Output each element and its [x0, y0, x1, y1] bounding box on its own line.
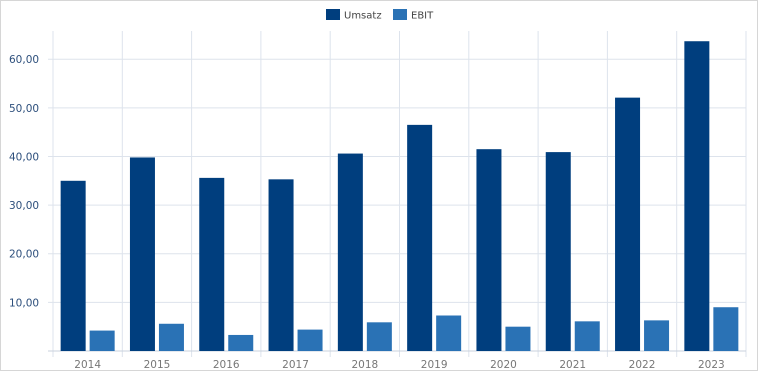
bars — [60, 41, 739, 352]
x-tick-label-2020: 2020 — [490, 359, 517, 371]
y-tick-label: 10,00 — [9, 297, 39, 309]
bar-umsatz-2022 — [615, 97, 641, 352]
bar-umsatz-2018 — [337, 153, 363, 351]
y-tick-label: 40,00 — [9, 151, 39, 163]
bar-umsatz-2020 — [476, 149, 502, 351]
bar-ebit-2015 — [158, 323, 184, 351]
bar-ebit-2021 — [574, 321, 600, 351]
x-tick-label-2014: 2014 — [74, 359, 101, 371]
bar-umsatz-2014 — [60, 180, 86, 351]
legend: Umsatz EBIT — [326, 9, 434, 22]
bar-umsatz-2017 — [268, 179, 294, 351]
y-axis-ticks: 10,00 20,00 30,00 40,00 50,00 60,00 — [9, 54, 39, 309]
x-tick-label-2016: 2016 — [213, 359, 240, 371]
bar-ebit-2019 — [436, 315, 462, 351]
bar-ebit-2022 — [644, 320, 670, 351]
bar-umsatz-2015 — [129, 157, 155, 351]
y-tick-label: 30,00 — [9, 200, 39, 212]
bar-umsatz-2023 — [684, 41, 710, 351]
x-axis-ticks: 2014 2015 2016 2017 2018 2019 2020 2021 2022 2023 — [74, 359, 724, 371]
x-tick-label-2017: 2017 — [282, 359, 309, 371]
bar-ebit-2023 — [713, 307, 739, 351]
bar-ebit-2020 — [505, 326, 531, 351]
y-tick-label: 50,00 — [9, 103, 39, 115]
y-tick-label: 20,00 — [9, 249, 39, 261]
bar-umsatz-2016 — [199, 177, 225, 351]
x-tick-label-2023: 2023 — [698, 359, 725, 371]
legend-swatch-ebit — [393, 9, 407, 20]
bar-umsatz-2019 — [407, 124, 433, 351]
x-tick-label-2021: 2021 — [559, 359, 586, 371]
x-tick-label-2022: 2022 — [629, 359, 656, 371]
x-tick-label-2018: 2018 — [351, 359, 378, 371]
bar-ebit-2017 — [297, 329, 323, 351]
legend-label-umsatz: Umsatz — [344, 11, 382, 22]
y-tick-label: 60,00 — [9, 54, 39, 66]
bar-umsatz-2021 — [545, 152, 571, 351]
bar-ebit-2014 — [89, 330, 115, 351]
legend-swatch-umsatz — [326, 9, 340, 20]
bar-ebit-2016 — [228, 334, 254, 351]
bar-ebit-2018 — [366, 322, 392, 351]
x-tick-label-2015: 2015 — [144, 359, 171, 371]
x-tick-label-2019: 2019 — [421, 359, 448, 371]
legend-label-ebit: EBIT — [411, 11, 434, 22]
